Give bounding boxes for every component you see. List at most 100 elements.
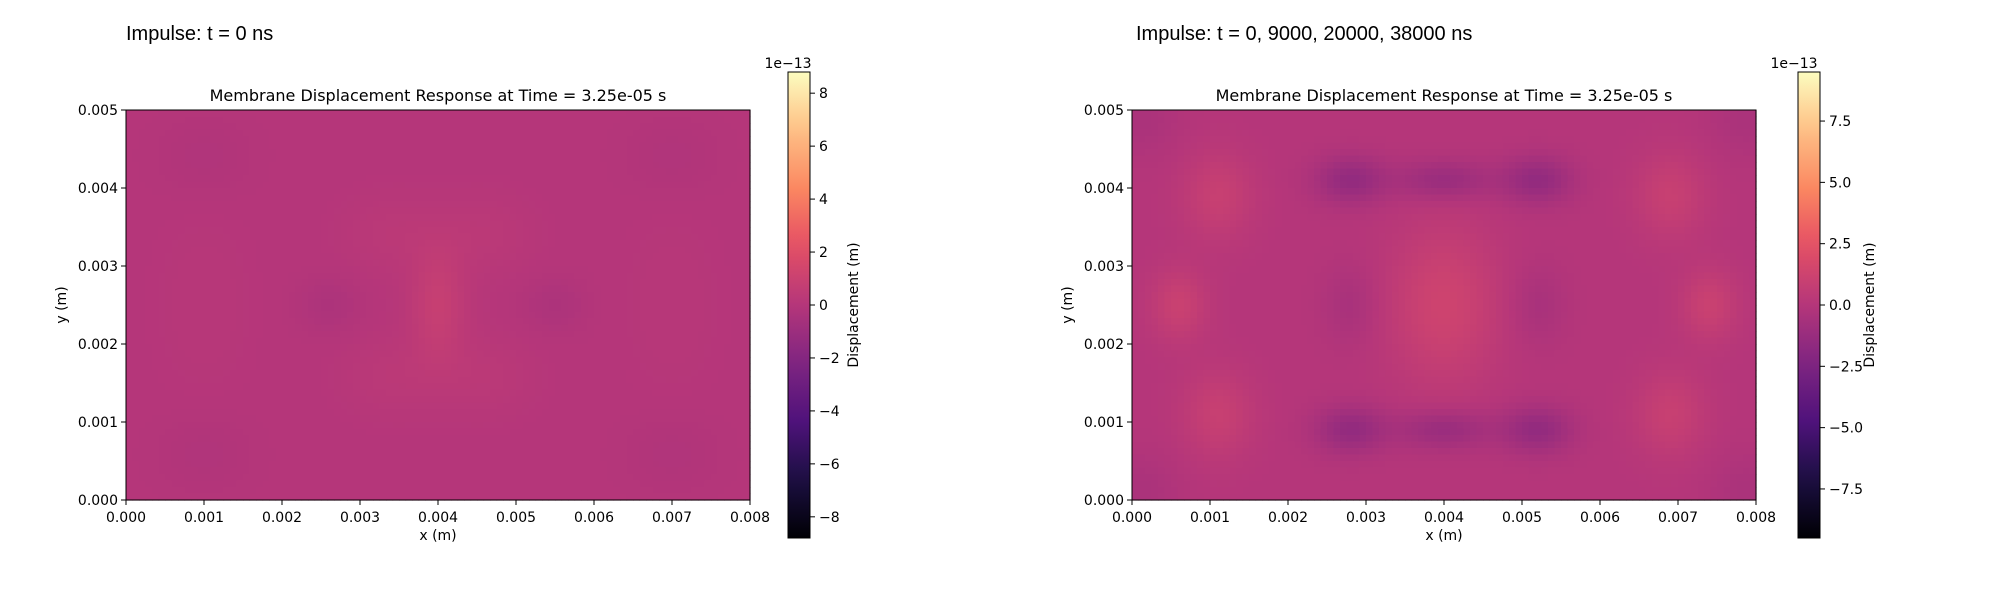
heatmap-cell [574,402,582,410]
heatmap-cell [165,441,173,449]
heatmap-cell [230,175,238,183]
heatmap-cell [425,363,433,371]
heatmap-cell [256,240,264,248]
heatmap-cell [477,363,485,371]
heatmap-cell [496,318,504,326]
heatmap-cell [178,376,186,384]
heatmap-cell [243,110,251,118]
heatmap-cell [314,233,322,241]
heatmap-cell [646,344,654,352]
heatmap-cell [360,227,368,235]
heatmap-cell [379,422,387,430]
heatmap-cell [243,168,251,176]
heatmap-cell [548,227,556,235]
heatmap-cell [184,441,192,449]
heatmap-cell [327,350,335,358]
heatmap-cell [613,123,621,131]
heatmap-cell [295,357,303,365]
heatmap-cell [243,357,251,365]
heatmap-cell [639,194,647,202]
heatmap-cell [626,168,634,176]
heatmap-cell [308,214,316,222]
heatmap-cell [594,279,602,287]
heatmap-cell [431,207,439,215]
heatmap-cell [191,149,199,157]
heatmap-cell [230,298,238,306]
heatmap-cell [620,129,628,137]
heatmap-cell [223,207,231,215]
heatmap-cell [464,415,472,423]
heatmap-cell [399,285,407,293]
heatmap-cell [171,246,179,254]
heatmap-cell [483,363,491,371]
heatmap-cell [685,142,693,150]
heatmap-cell [204,422,212,430]
heatmap-cell [301,168,309,176]
heatmap-cell [613,409,621,417]
heatmap-cell [542,246,550,254]
heatmap-cell [574,350,582,358]
heatmap-cell [295,149,303,157]
heatmap-cell [522,279,530,287]
heatmap-cell [360,396,368,404]
heatmap-cell [672,253,680,261]
heatmap-cell [509,279,517,287]
heatmap-cell [425,370,433,378]
heatmap-cell [282,441,290,449]
heatmap-cell [334,279,342,287]
heatmap-cell [425,181,433,189]
heatmap-cell [730,402,738,410]
heatmap-cell [496,155,504,163]
heatmap-cell [672,396,680,404]
heatmap-cell [158,142,166,150]
heatmap-cell [457,259,465,267]
heatmap-cell [451,110,459,118]
heatmap-cell [210,246,218,254]
heatmap-cell [724,272,732,280]
heatmap-cell [607,324,615,332]
heatmap-cell [613,350,621,358]
heatmap-cell [600,142,608,150]
heatmap-cell [724,246,732,254]
heatmap-cell [327,181,335,189]
heatmap-cell [139,214,147,222]
heatmap-cell [659,337,667,345]
heatmap-cell [561,285,569,293]
heatmap-cell [249,129,257,137]
heatmap-cell [243,227,251,235]
heatmap-cell [249,155,257,163]
heatmap-cell [620,337,628,345]
heatmap-cell [236,396,244,404]
heatmap-cell [646,253,654,261]
heatmap-cell [438,279,446,287]
heatmap-cell [431,233,439,241]
heatmap-cell [353,136,361,144]
heatmap-cell [743,253,751,261]
heatmap-cell [334,389,342,397]
heatmap-cell [626,305,634,313]
heatmap-cell [652,435,660,443]
heatmap-cell [340,292,348,300]
heatmap-cell [314,383,322,391]
heatmap-cell [522,201,530,209]
heatmap-cell [600,428,608,436]
heatmap-cell [646,266,654,274]
heatmap-cell [477,246,485,254]
heatmap-cell [418,129,426,137]
heatmap-cell [314,155,322,163]
heatmap-cell [223,422,231,430]
heatmap-cell [132,344,140,352]
heatmap-cell [236,116,244,124]
heatmap-cell [353,246,361,254]
heatmap-cell [503,155,511,163]
heatmap-cell [451,259,459,267]
heatmap-cell [678,162,686,170]
heatmap-cell [210,435,218,443]
heatmap-cell [659,298,667,306]
heatmap-cell [412,201,420,209]
heatmap-cell [139,428,147,436]
heatmap-cell [646,357,654,365]
heatmap-cell [496,389,504,397]
heatmap-cell [633,396,641,404]
heatmap-cell [737,181,745,189]
